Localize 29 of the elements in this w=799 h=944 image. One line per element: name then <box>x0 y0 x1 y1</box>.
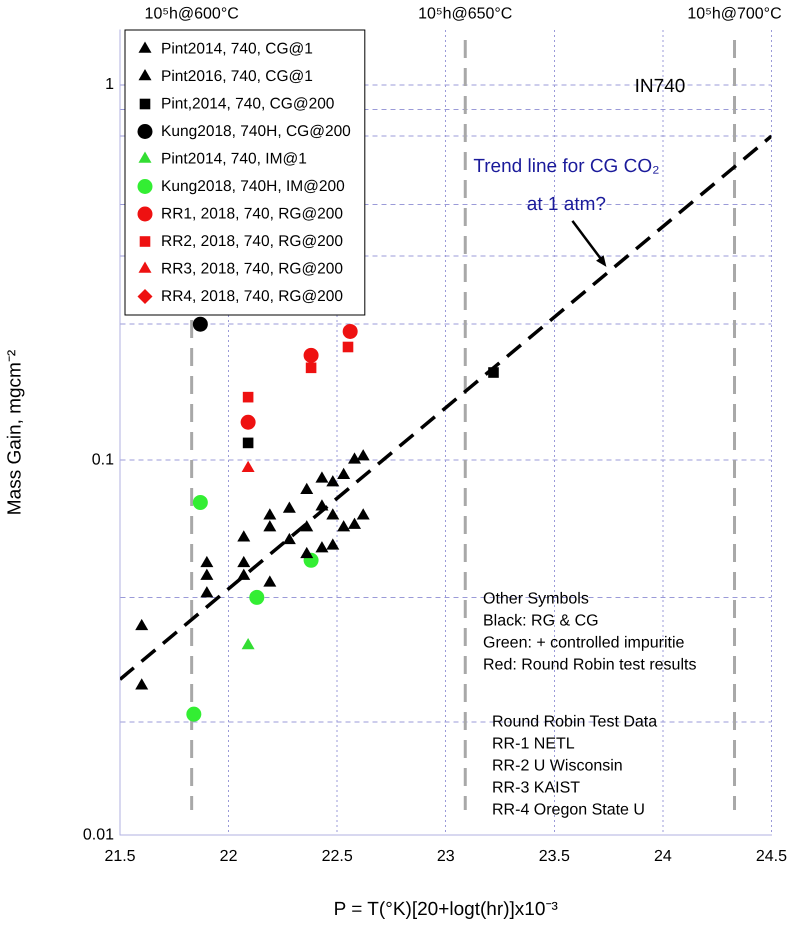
legend-label: RR4, 2018, 740, RG@200 <box>161 288 344 305</box>
legend-label: RR2, 2018, 740, RG@200 <box>161 232 344 250</box>
x-tick-label: 22 <box>220 848 238 866</box>
x-tick-label: 21.5 <box>104 848 136 866</box>
annotation: Trend line for CG CO₂ at 1 atm? <box>473 156 660 216</box>
legend-label: RR3, 2018, 740, RG@200 <box>161 260 344 278</box>
legend-label: Pint2014, 740, IM@1 <box>161 150 307 168</box>
legend-label: Pint2014, 740, CG@1 <box>161 40 313 58</box>
annotation: Other Symbols Black: RG & CG Green: + controlled impuritie Red: Round Robin test results <box>483 590 696 674</box>
x-axis-title: P = T(°K)[20+logt(hr)]x10⁻³ <box>334 898 558 920</box>
annotation: IN740 <box>634 76 686 98</box>
ref-line-label: 10⁵h@700°C <box>687 5 782 22</box>
ref-line-label: 10⁵h@650°C <box>418 5 512 22</box>
y-axis-title: Mass Gain, mgcm⁻² <box>4 350 26 516</box>
y-tick-label: 0.01 <box>82 826 114 844</box>
x-tick-label: 24.5 <box>756 848 788 866</box>
legend-label: Kung2018, 740H, IM@200 <box>161 178 346 195</box>
ref-line-label: 10⁵h@600°C <box>144 5 239 22</box>
x-tick-label: 23 <box>436 848 455 866</box>
y-tick-label: 1 <box>105 76 114 94</box>
legend-label: RR1, 2018, 740, RG@200 <box>161 205 344 222</box>
x-tick-label: 24 <box>654 848 672 866</box>
annotation: Round Robin Test Data RR-1 NETL RR-2 U Wisconsin RR-3 KAIST RR-4 Oregon State U <box>492 713 658 818</box>
x-tick-label: 22.5 <box>322 848 353 866</box>
x-tick-label: 23.5 <box>538 848 570 866</box>
legend-label: Kung2018, 740H, CG@200 <box>161 122 352 140</box>
legend-label: Pint2016, 740, CG@1 <box>161 68 313 85</box>
y-tick-label: 0.1 <box>92 451 114 468</box>
legend-label: Pint,2014, 740, CG@200 <box>161 95 335 112</box>
